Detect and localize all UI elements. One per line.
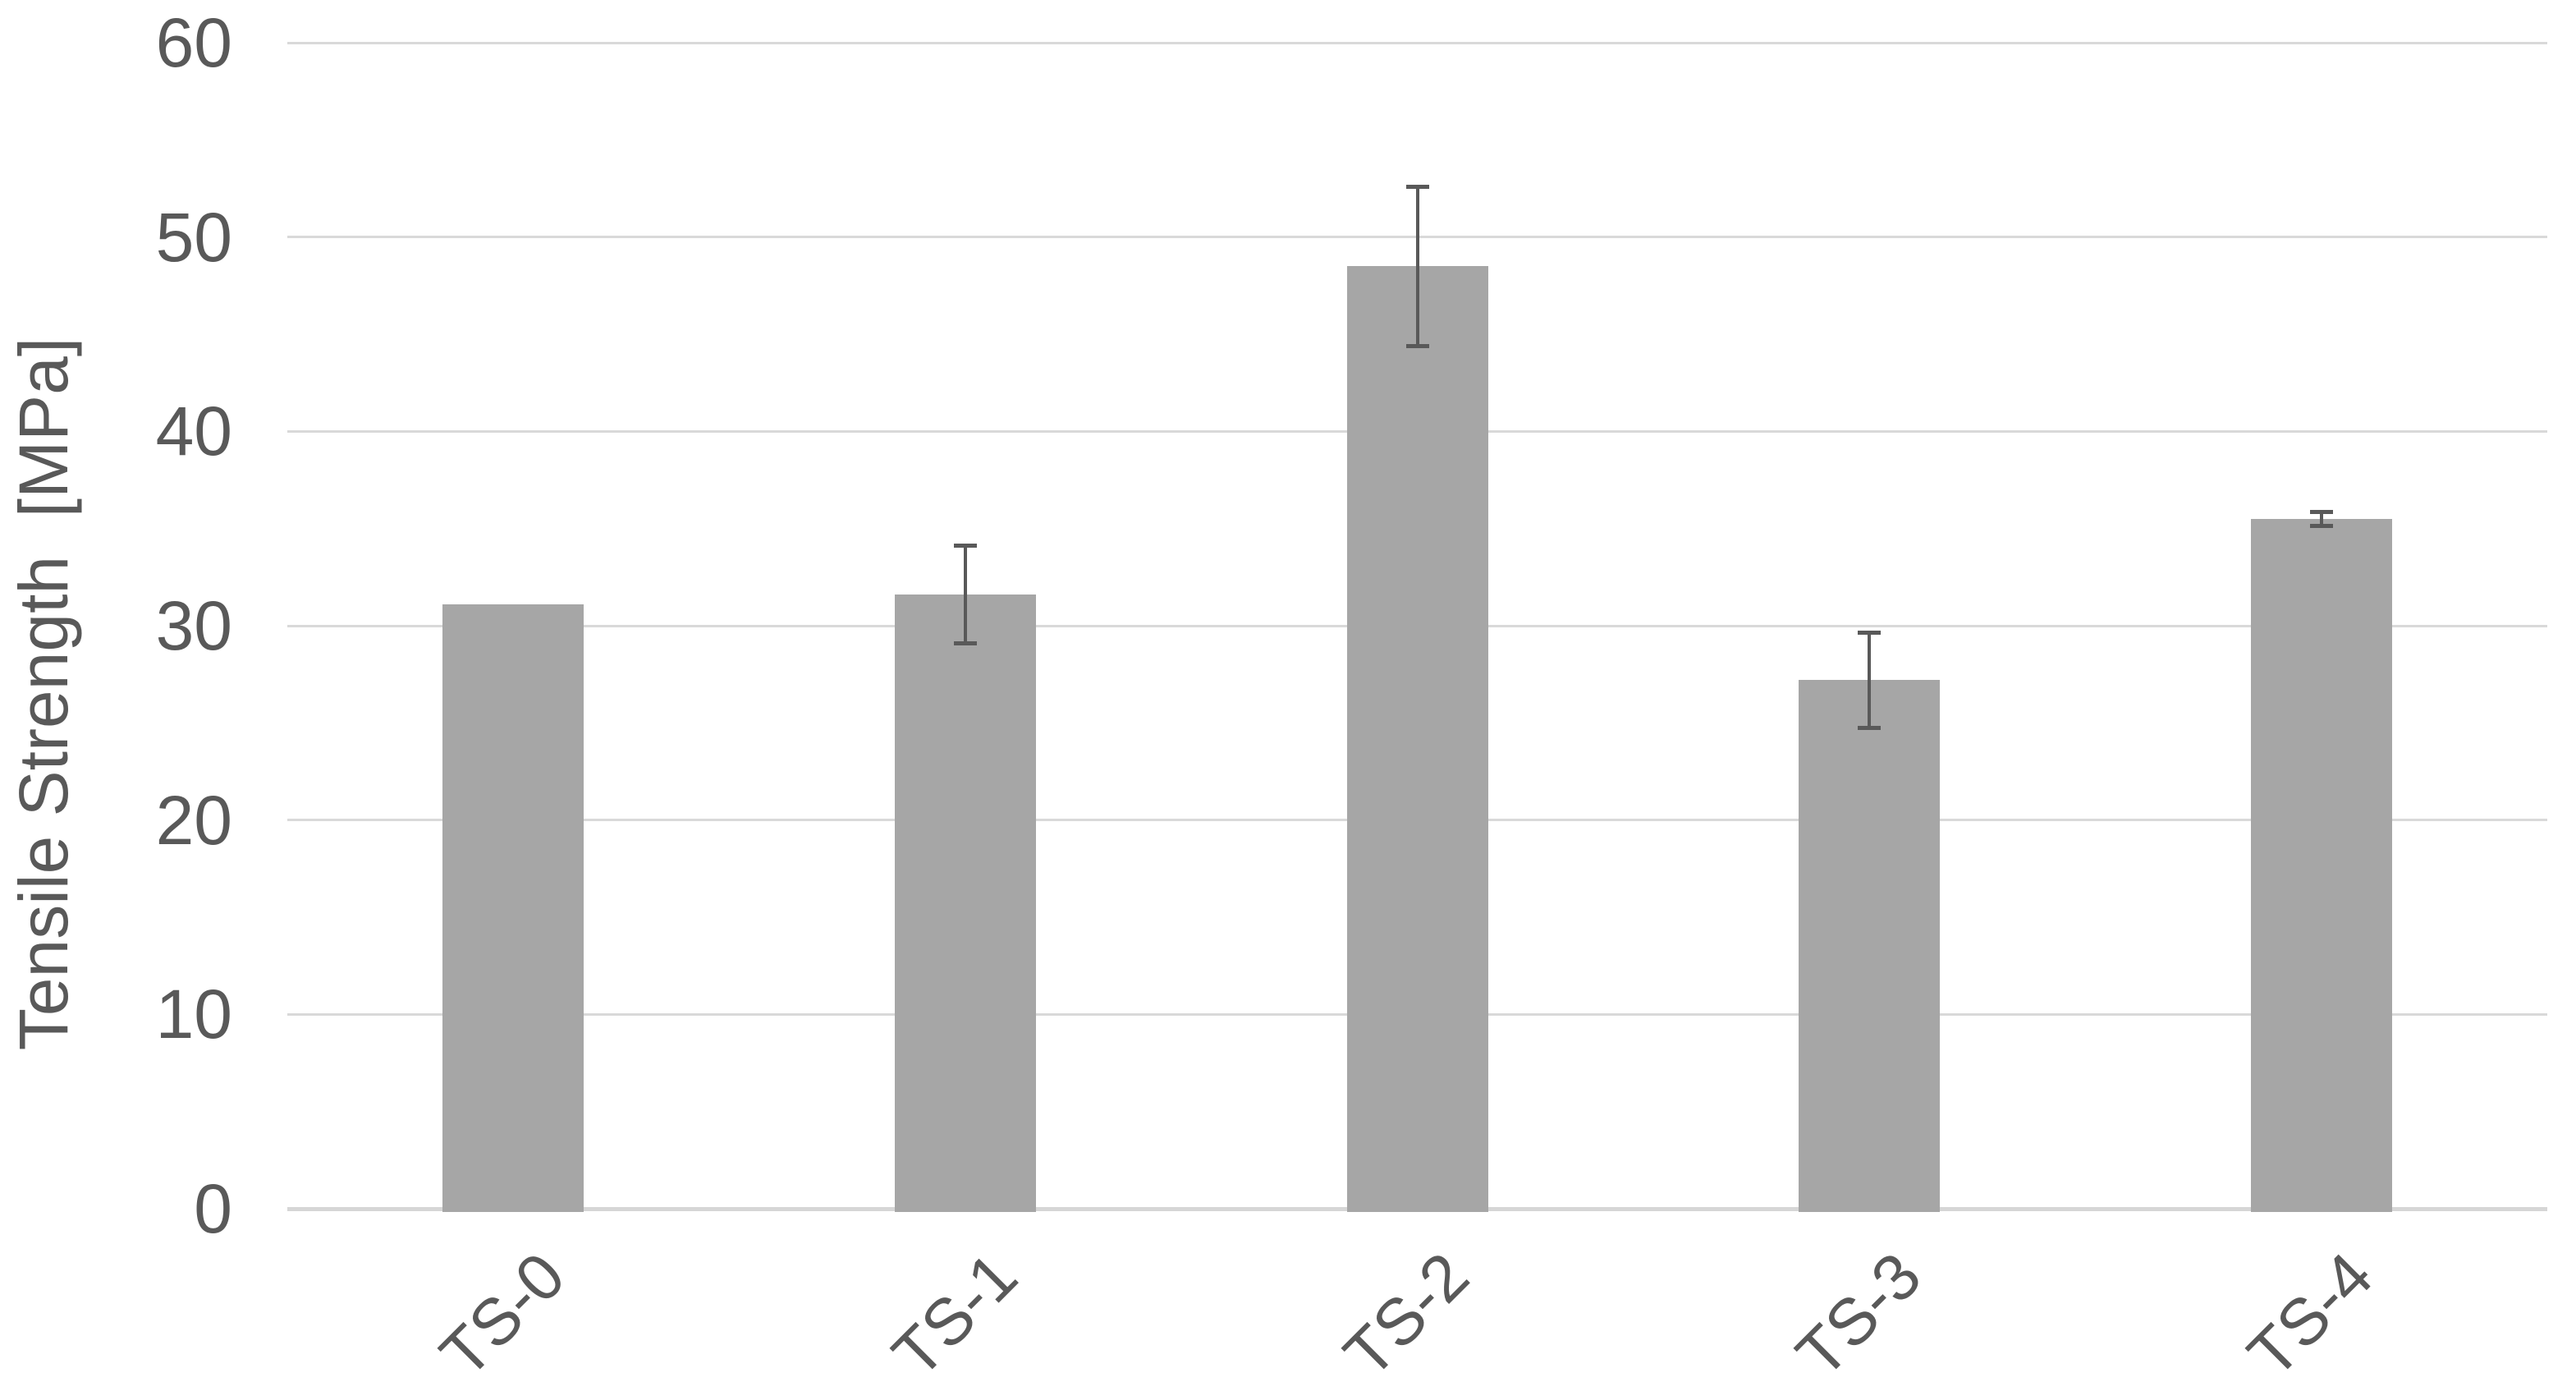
error-bar-top-cap-TS-4	[2309, 510, 2333, 515]
error-bar-bottom-cap-TS-4	[2309, 523, 2333, 528]
error-bar-top-cap-TS-2	[1405, 184, 1429, 189]
error-bar-line-TS-4	[2319, 512, 2323, 526]
x-tick-label-TS-1: TS-1	[878, 1238, 1031, 1391]
bar-TS-0	[442, 604, 584, 1212]
y-tick-label-0: 0	[194, 1170, 232, 1247]
y-tick-label-60: 60	[155, 4, 232, 81]
x-tick-label-TS-4: TS-4	[2234, 1238, 2387, 1391]
error-bar-line-TS-3	[1868, 632, 1872, 728]
bar-TS-1	[894, 595, 1036, 1212]
error-bar-bottom-cap-TS-1	[953, 640, 977, 645]
error-bar-bottom-cap-TS-2	[1405, 343, 1429, 348]
error-bar-top-cap-TS-1	[953, 544, 977, 549]
y-tick-label-20: 20	[155, 781, 232, 859]
x-tick-label-TS-3: TS-3	[1781, 1238, 1935, 1391]
error-bar-line-TS-1	[963, 545, 967, 644]
error-bar-line-TS-2	[1415, 186, 1419, 347]
y-tick-label-50: 50	[155, 198, 232, 276]
x-tick-label-TS-0: TS-0	[426, 1238, 579, 1391]
y-tick-label-10: 10	[155, 976, 232, 1054]
y-tick-label-30: 30	[155, 587, 232, 664]
bar-TS-4	[2250, 518, 2392, 1212]
x-tick-label-TS-2: TS-2	[1330, 1238, 1483, 1391]
error-bar-top-cap-TS-3	[1858, 630, 1882, 635]
error-bar-bottom-cap-TS-3	[1858, 725, 1882, 730]
gridline-60	[287, 41, 2547, 44]
bar-TS-3	[1799, 680, 1941, 1212]
bar-TS-2	[1346, 266, 1488, 1212]
y-tick-label-40: 40	[155, 393, 232, 471]
